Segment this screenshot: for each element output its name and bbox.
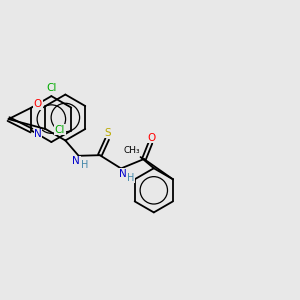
Text: S: S [105,128,111,137]
Text: Cl: Cl [55,125,65,135]
Text: N: N [72,156,80,166]
Text: O: O [34,99,42,109]
Text: Cl: Cl [47,83,57,93]
Text: O: O [147,133,155,142]
Text: H: H [127,173,134,183]
Text: H: H [81,160,89,170]
Text: N: N [118,169,126,179]
Text: CH₃: CH₃ [124,146,141,155]
Text: N: N [34,129,42,139]
